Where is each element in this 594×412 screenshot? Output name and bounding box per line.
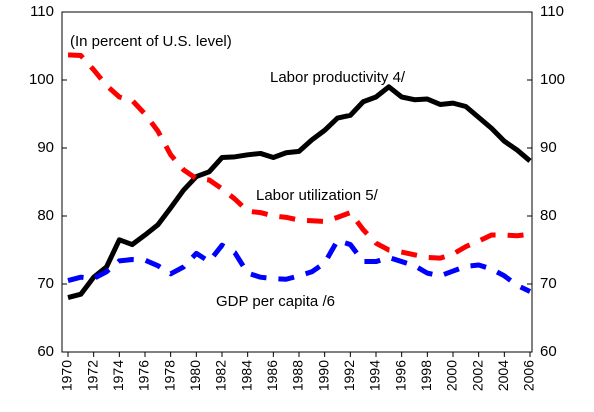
x-tick-label: 1992 xyxy=(341,360,357,391)
y-tick-label: 70 xyxy=(37,275,54,292)
series-label: Labor productivity 4/ xyxy=(270,69,406,86)
y-tick-label: 110 xyxy=(30,3,54,20)
x-tick-label: 1998 xyxy=(418,360,434,391)
series-line xyxy=(67,237,532,294)
x-tick-label: 1978 xyxy=(161,360,177,391)
subtitle: (In percent of U.S. level) xyxy=(70,33,232,50)
x-tick-label: 1994 xyxy=(367,360,383,391)
y-tick-label: 60 xyxy=(37,343,54,360)
x-tick-label: 2004 xyxy=(495,360,511,391)
y2-tick-label: 110 xyxy=(540,3,564,20)
x-tick-label: 2000 xyxy=(444,360,460,391)
x-tick-label: 1974 xyxy=(110,360,126,391)
x-tick-label: 2002 xyxy=(469,360,485,391)
x-tick-label: 1988 xyxy=(290,360,306,391)
y-tick-label: 100 xyxy=(29,71,54,88)
x-tick-label: 1972 xyxy=(84,360,100,391)
x-tick-label: 1980 xyxy=(187,360,203,391)
plot-frame xyxy=(61,11,533,353)
x-tick-label: 1984 xyxy=(238,360,254,391)
series-line xyxy=(67,84,532,301)
y2-tick-label: 70 xyxy=(540,275,557,292)
series-label: Labor utilization 5/ xyxy=(256,187,379,204)
x-tick-label: 1976 xyxy=(136,360,152,391)
y2-tick-label: 100 xyxy=(540,71,565,88)
x-tick-label: 1986 xyxy=(264,360,280,391)
x-tick-label: 2006 xyxy=(521,360,537,391)
y-tick-label: 80 xyxy=(37,207,54,224)
x-tick-label: 1990 xyxy=(315,360,331,391)
series-label: GDP per capita /6 xyxy=(216,293,335,310)
y2-tick-label: 90 xyxy=(540,139,557,156)
x-tick-label: 1970 xyxy=(59,360,75,391)
y-tick-label: 90 xyxy=(37,139,54,156)
y2-tick-label: 80 xyxy=(540,207,557,224)
x-tick-label: 1982 xyxy=(213,360,229,391)
x-tick-label: 1996 xyxy=(392,360,408,391)
y2-tick-label: 60 xyxy=(540,343,557,360)
